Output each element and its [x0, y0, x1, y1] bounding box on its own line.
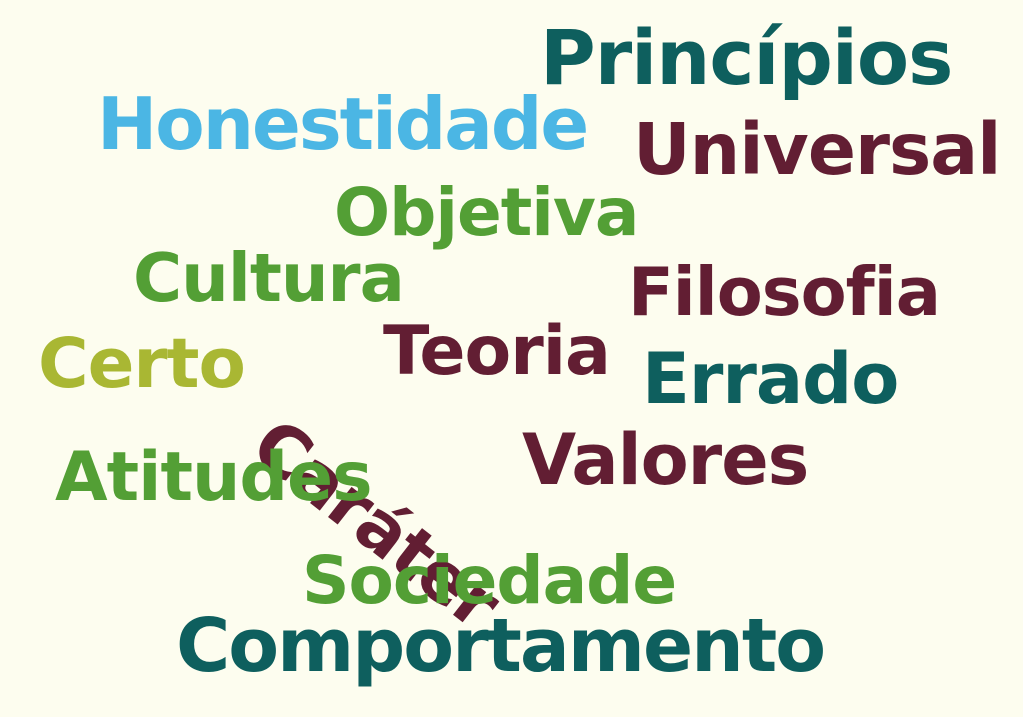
word-sociedade: Sociedade [302, 542, 677, 619]
word-teoria: Teoria [383, 312, 611, 391]
word-errado: Errado [642, 338, 899, 420]
word-universal: Universal [633, 108, 1001, 191]
word-honestidade: Honestidade [97, 82, 589, 166]
word-certo: Certo [38, 324, 246, 404]
word-principios: Princípios [540, 13, 953, 102]
word-valores: Valores [522, 419, 809, 501]
word-objetiva: Objetiva [334, 174, 639, 251]
word-comportamento: Comportamento [176, 603, 826, 689]
word-filosofia: Filosofia [628, 253, 941, 331]
word-atitudes: Atitudes [55, 438, 373, 517]
word-cultura: Cultura [133, 239, 405, 317]
